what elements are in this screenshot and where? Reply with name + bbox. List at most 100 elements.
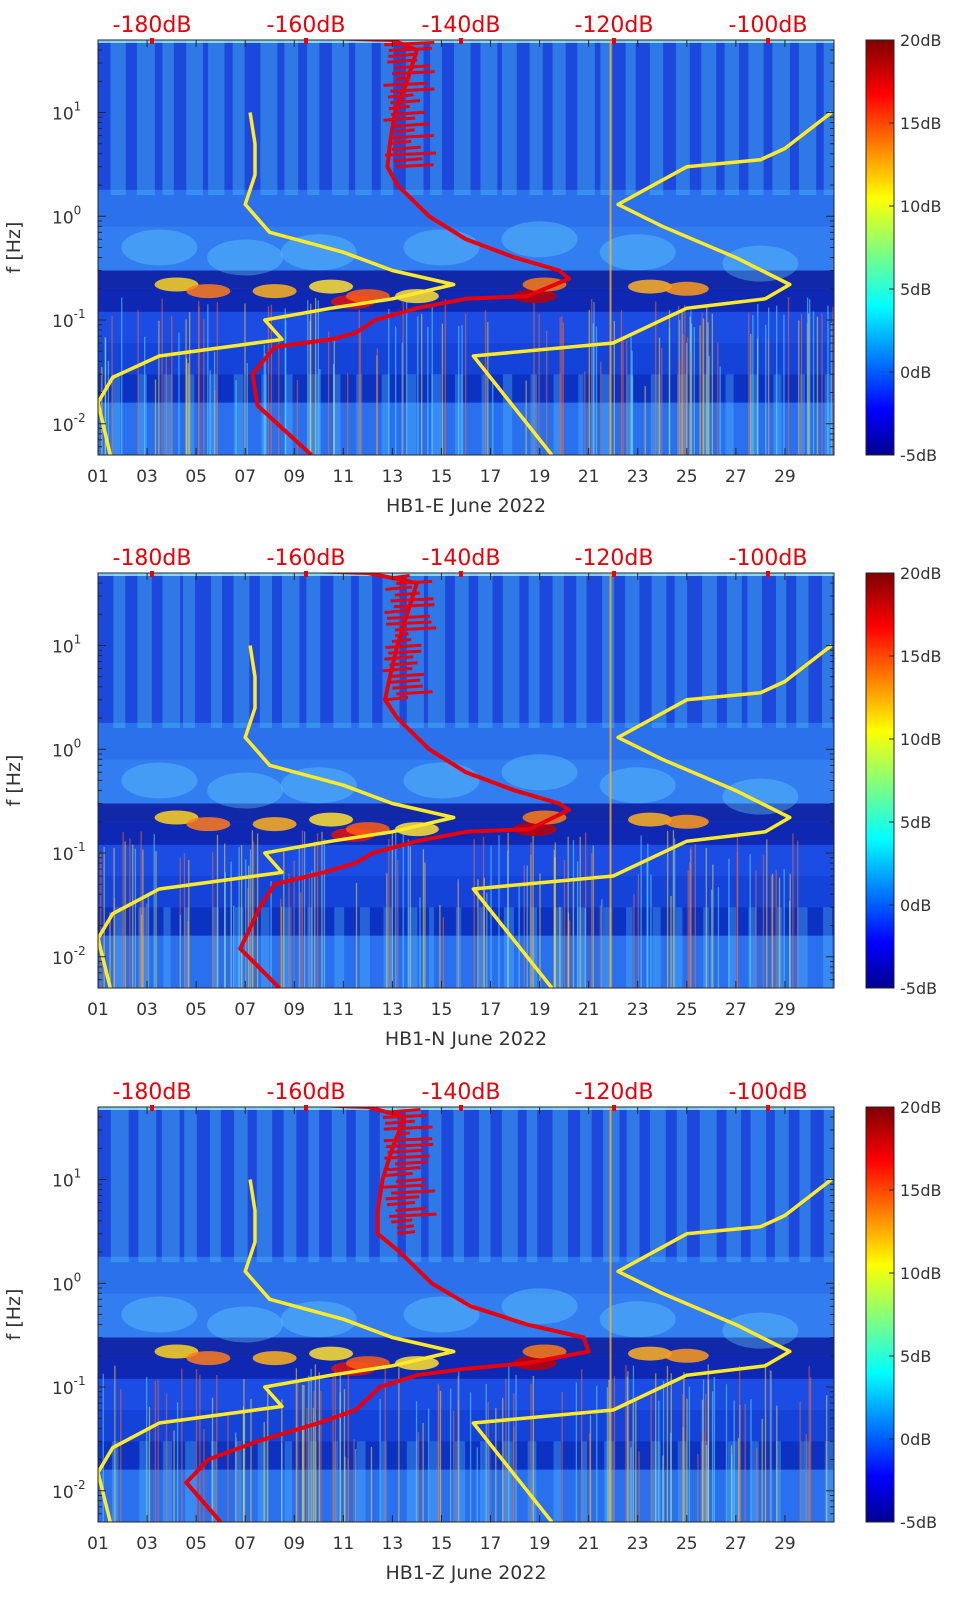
y-tick-label: 100 xyxy=(52,1270,81,1295)
y-tick-exponent: -2 xyxy=(74,1478,86,1492)
top-db-label: -140dB xyxy=(422,1080,501,1105)
y-tick-base: 10 xyxy=(52,208,74,228)
y-tick-base: 10 xyxy=(52,949,74,969)
colorbar-tick-label: 20dB xyxy=(900,564,942,583)
colorbar-tick-label: -5dB xyxy=(900,446,937,465)
noise-model-curve xyxy=(471,111,833,455)
y-tick-label: 10-2 xyxy=(52,411,86,436)
colorbar-tick-label: 10dB xyxy=(900,1264,942,1283)
x-tick-label: 15 xyxy=(431,1534,453,1554)
y-axis-label: f [Hz] xyxy=(3,755,25,807)
x-axis-label: HB1-Z June 2022 xyxy=(385,1562,546,1584)
colorbar-tick-label: -5dB xyxy=(900,1513,937,1532)
y-tick-base: 10 xyxy=(52,741,74,761)
top-db-label: -120dB xyxy=(575,1080,654,1105)
top-db-label: -140dB xyxy=(422,13,501,38)
x-tick-label: 23 xyxy=(627,1000,649,1020)
y-axis-label: f [Hz] xyxy=(3,222,25,274)
top-db-label: -120dB xyxy=(575,546,654,571)
x-tick-label: 29 xyxy=(774,467,796,487)
top-db-label: -160dB xyxy=(267,1080,346,1105)
psd-curve-detail xyxy=(382,574,437,702)
x-tick-label: 07 xyxy=(234,467,256,487)
spectrogram-panel-1: 01 03 05 07 09 11 13 15 17 19 21 23 25 27 2910-210-110… xyxy=(3,13,942,517)
x-tick-label: 13 xyxy=(382,1534,404,1554)
colorbar-tick-label: 20dB xyxy=(900,31,942,50)
x-tick-label: 23 xyxy=(627,467,649,487)
y-tick-label: 100 xyxy=(52,203,81,228)
x-tick-label: 21 xyxy=(578,1534,600,1554)
x-axis-label: HB1-N June 2022 xyxy=(385,1028,547,1050)
x-tick-label: 05 xyxy=(185,1534,207,1554)
x-tick-label: 25 xyxy=(676,467,698,487)
x-tick-label: 09 xyxy=(283,1534,305,1554)
x-tick-label: 11 xyxy=(333,467,355,487)
x-tick-label: 09 xyxy=(283,1000,305,1020)
y-tick-base: 10 xyxy=(52,312,74,332)
top-db-label: -180dB xyxy=(113,546,192,571)
colorbar: 20dB 15dB 10dB 5dB 0dB -5dB xyxy=(865,1098,942,1532)
x-tick-label: 29 xyxy=(774,1000,796,1020)
y-tick-label: 10-2 xyxy=(52,1478,86,1503)
x-tick-label: 11 xyxy=(333,1000,355,1020)
colorbar-tick-label: 0dB xyxy=(900,1430,931,1449)
top-db-label: -100dB xyxy=(729,1080,808,1105)
y-tick-label: 10-1 xyxy=(52,840,86,865)
y-tick-base: 10 xyxy=(52,1172,74,1192)
x-tick-label: 19 xyxy=(529,1000,551,1020)
y-tick-exponent: -1 xyxy=(74,1374,86,1388)
y-tick-exponent: -1 xyxy=(74,307,86,321)
noise-model-curve xyxy=(98,1179,456,1522)
top-db-label: -160dB xyxy=(267,13,346,38)
spectrogram-panel-3: 01 03 05 07 09 11 13 15 17 19 21 23 25 27 2910-210-110… xyxy=(3,1080,942,1584)
colorbar-tick-label: 15dB xyxy=(900,114,942,133)
colorbar-tick-label: 15dB xyxy=(900,647,942,666)
x-tick-label: 15 xyxy=(431,1000,453,1020)
x-tick-label: 01 xyxy=(87,1534,109,1554)
spectrogram-heatmap xyxy=(98,40,834,455)
y-tick-label: 10-1 xyxy=(52,307,86,332)
y-tick-exponent: 0 xyxy=(74,203,82,217)
colorbar-tick-label: 20dB xyxy=(900,1098,942,1117)
x-tick-label: 29 xyxy=(774,1534,796,1554)
noise-model-curve xyxy=(98,112,456,455)
y-tick-label: 101 xyxy=(52,633,81,658)
x-tick-label: 17 xyxy=(480,1534,502,1554)
colorbar-tick-label: 5dB xyxy=(900,1347,931,1366)
x-tick-label: 21 xyxy=(578,467,600,487)
y-tick-label: 10-1 xyxy=(52,1374,86,1399)
x-tick-label: 23 xyxy=(627,1534,649,1554)
noise-model-curve xyxy=(98,645,456,988)
y-tick-base: 10 xyxy=(52,1275,74,1295)
y-tick-base: 10 xyxy=(52,638,74,658)
top-db-label: -160dB xyxy=(267,546,346,571)
colorbar-tick-label: 5dB xyxy=(900,280,931,299)
top-db-label: -100dB xyxy=(729,13,808,38)
x-tick-label: 27 xyxy=(725,1534,747,1554)
y-tick-base: 10 xyxy=(52,1483,74,1503)
x-axis-label: HB1-E June 2022 xyxy=(386,495,546,517)
x-tick-label: 13 xyxy=(382,1000,404,1020)
x-tick-label: 25 xyxy=(676,1000,698,1020)
spectrogram-panel-2: 01 03 05 07 09 11 13 15 17 19 21 23 25 27 2910-210-110… xyxy=(3,546,942,1050)
x-tick-label: 17 xyxy=(480,467,502,487)
x-tick-label: 03 xyxy=(136,467,158,487)
x-tick-label: 03 xyxy=(136,1534,158,1554)
noise-model-curve xyxy=(471,644,833,988)
y-tick-exponent: 0 xyxy=(74,736,82,750)
top-db-label: -180dB xyxy=(113,13,192,38)
x-tick-label: 21 xyxy=(578,1000,600,1020)
top-db-label: -120dB xyxy=(575,13,654,38)
y-tick-base: 10 xyxy=(52,1379,74,1399)
y-tick-label: 100 xyxy=(52,736,81,761)
colorbar-tick-label: 10dB xyxy=(900,197,942,216)
top-db-label: -100dB xyxy=(729,546,808,571)
x-tick-label: 27 xyxy=(725,1000,747,1020)
colorbar-tick-label: 5dB xyxy=(900,813,931,832)
x-tick-label: 01 xyxy=(87,1000,109,1020)
colorbar: 20dB 15dB 10dB 5dB 0dB -5dB xyxy=(865,31,942,465)
y-tick-base: 10 xyxy=(52,105,74,125)
x-tick-label: 19 xyxy=(529,1534,551,1554)
spectrogram-heatmap xyxy=(98,573,834,988)
